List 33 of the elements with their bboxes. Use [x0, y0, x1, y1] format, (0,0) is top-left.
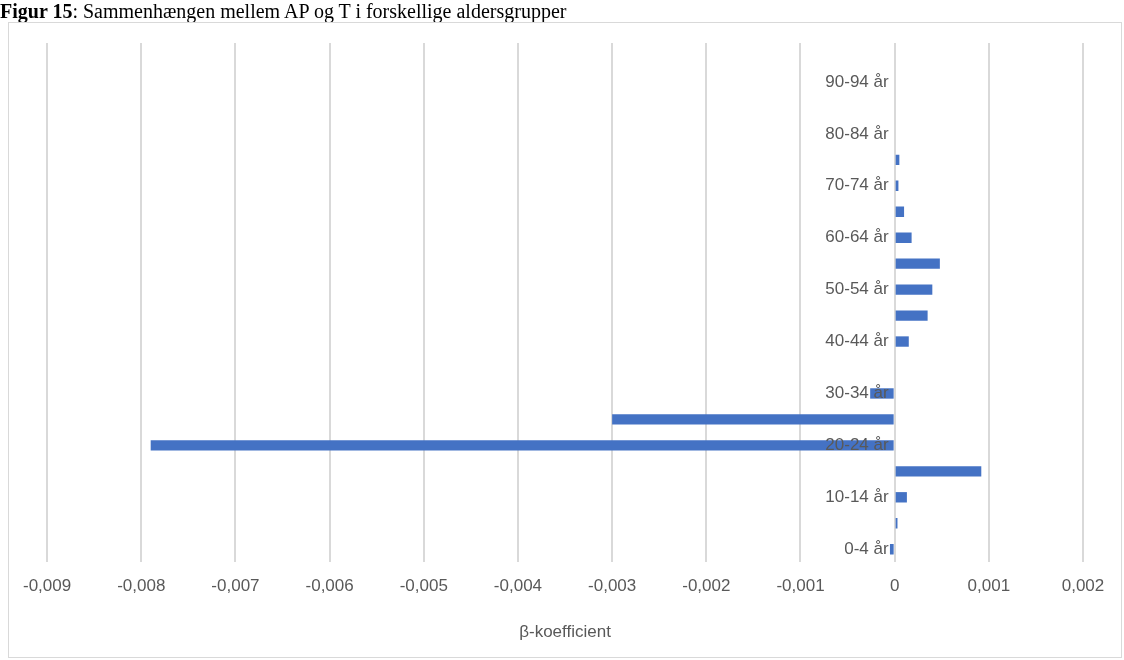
bar [895, 466, 982, 477]
x-tick-label: -0,005 [399, 576, 448, 596]
x-tick-label: 0 [889, 576, 900, 596]
y-tick-label: 40-44 år [825, 331, 889, 351]
y-tick-label: 80-84 år [825, 123, 889, 143]
x-tick-label: 0,002 [1061, 576, 1105, 596]
x-tick-label: -0,003 [588, 576, 637, 596]
x-tick-label: -0,006 [305, 576, 354, 596]
x-tick-label: -0,009 [23, 576, 72, 596]
x-tick-label: -0,002 [682, 576, 731, 596]
bar [895, 284, 933, 295]
y-tick-label: 50-54 år [825, 279, 889, 299]
y-tick-label: 20-24 år [825, 435, 889, 455]
x-tick-label: -0,001 [776, 576, 825, 596]
bar [895, 310, 928, 321]
y-tick-label: 0-4 år [844, 538, 889, 558]
bar [895, 336, 909, 347]
x-tick-label: -0,007 [211, 576, 260, 596]
x-tick-label: -0,004 [493, 576, 543, 596]
y-tick-label: 60-64 år [825, 227, 889, 247]
x-tick-label: -0,008 [117, 576, 166, 596]
bar [895, 206, 905, 217]
x-tick-label: 0,001 [967, 576, 1011, 596]
bar [895, 258, 940, 269]
bar [895, 492, 907, 503]
y-tick-label: 10-14 år [825, 486, 889, 506]
y-tick-label: 70-74 år [825, 175, 889, 195]
bar [895, 232, 912, 243]
y-tick-label: 90-94 år [825, 71, 889, 91]
bar [612, 414, 894, 425]
bar [889, 544, 894, 555]
x-axis-title: β-koefficient [519, 622, 612, 642]
y-tick-label: 30-34 år [825, 383, 889, 403]
